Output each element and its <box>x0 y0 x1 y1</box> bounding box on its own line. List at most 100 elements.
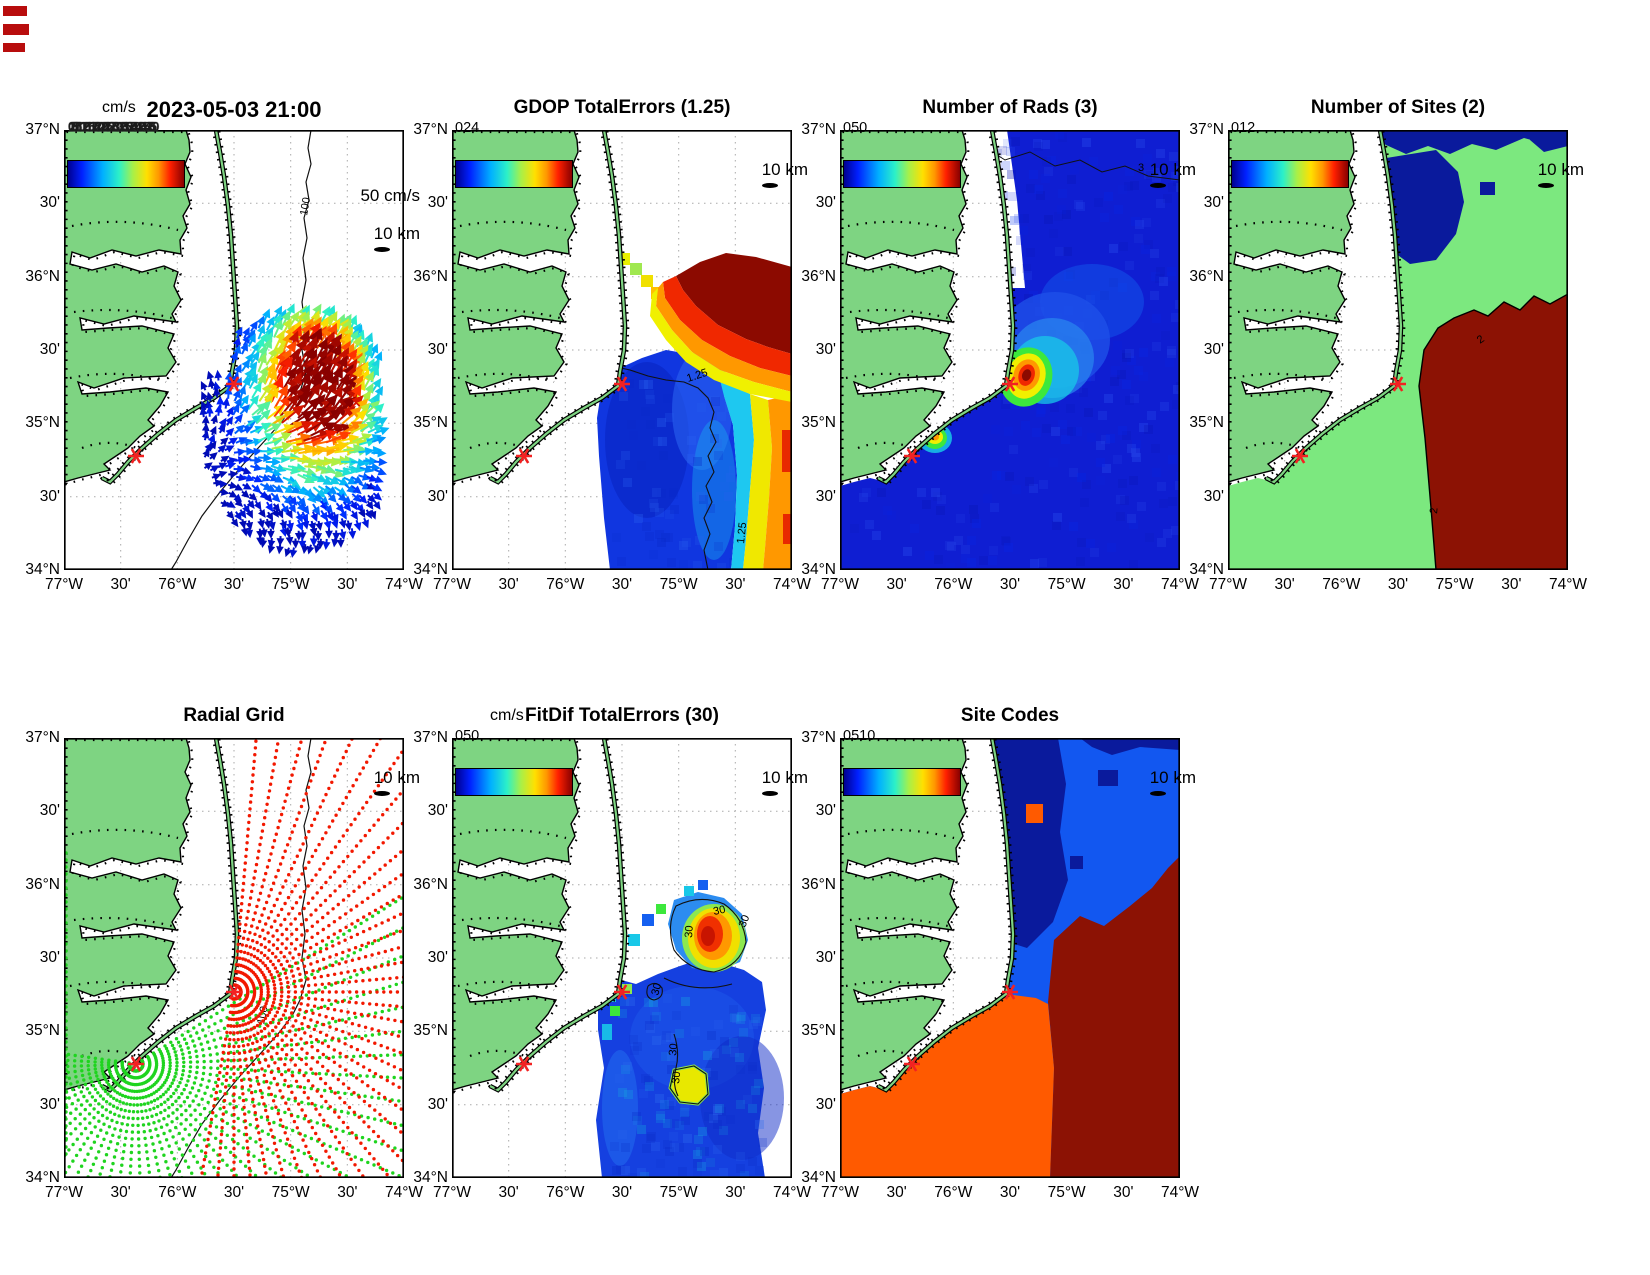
map-currents: 100 <box>64 130 404 570</box>
tick-label: 2 <box>463 120 472 136</box>
tick-label: 36°N <box>25 875 60 893</box>
longitude-axis: 77°W 30' 76°W 30' 75°W 30' 74°W <box>433 1180 811 1204</box>
map-radial-grid: 100 <box>64 738 404 1178</box>
tick-label: 35°N <box>25 414 60 432</box>
tick-label: 1 <box>1239 120 1248 136</box>
tick-label: 30' <box>999 1184 1021 1201</box>
tick-label: 30' <box>815 1095 836 1113</box>
tick-label: 30' <box>427 949 448 966</box>
map-scale: 10 km <box>678 160 808 188</box>
contour-label: 30 <box>683 925 696 938</box>
current-vector-field <box>199 303 390 558</box>
tick-label: 0 <box>843 728 852 744</box>
tick-label: 75°W <box>659 1184 698 1201</box>
tick-label: 75°W <box>1047 576 1086 593</box>
tick-label: 30' <box>815 341 836 358</box>
scale-bar <box>374 791 390 796</box>
tick-label: 37°N <box>801 121 836 138</box>
tick-label: 30' <box>1501 576 1522 593</box>
tick-label: 30' <box>39 1095 60 1113</box>
tick-label: 76°W <box>934 1184 973 1201</box>
latitude-axis: 37°N 30' 36°N 30' 35°N 30' 34°N <box>394 729 448 1186</box>
tick-label: 77°W <box>820 576 860 593</box>
radial-grid-red-dots <box>200 738 404 1178</box>
tick-label: 37°N <box>801 729 836 746</box>
panel-number-of-sites: Number of Sites (2) 2 2 012 10 km 37°N 30… <box>1189 97 1587 593</box>
scale-label: 10 km <box>1149 768 1196 787</box>
tick-label: 2 <box>1247 120 1256 136</box>
longitude-axis: 77°W 30' 76°W 30' 75°W 30' 74°W <box>821 1180 1199 1204</box>
contour-label: 3 <box>1138 162 1144 174</box>
scale-bar <box>1538 183 1554 188</box>
tick-label: 37°N <box>1189 121 1224 138</box>
latitude-axis: 37°N 30' 36°N 30' 35°N 30' 34°N <box>6 729 60 1186</box>
fitdif-heatmap <box>596 880 784 1178</box>
tick-label: 37°N <box>25 729 60 746</box>
map-number-of-rads: 3 <box>840 130 1180 570</box>
tick-label: 30' <box>337 576 358 593</box>
contour-label: 30 <box>737 913 753 929</box>
latitude-axis: 37°N 30' 36°N 30' 35°N 30' 34°N <box>394 121 448 578</box>
tick-label: 77°W <box>820 1184 860 1201</box>
longitude-axis: 77°W 30' 76°W 30' 75°W 30' 74°W <box>45 572 423 596</box>
tick-label: 30' <box>611 1184 633 1201</box>
tick-label: 34°N <box>801 561 836 578</box>
tick-label: 77°W <box>432 576 472 593</box>
tick-label: 36°N <box>413 267 448 285</box>
contour-label: 30 <box>670 1071 683 1084</box>
scale-bar <box>762 791 778 796</box>
tick-label: 77°W <box>44 576 84 593</box>
tick-label: 75°W <box>1047 1184 1086 1201</box>
colorbar-ticks: 050 <box>455 728 571 744</box>
tick-label: 30' <box>815 949 836 966</box>
corner-artifact-marks <box>3 6 27 16</box>
contour-label: 2 <box>1428 507 1440 514</box>
tick-label: 37°N <box>25 121 60 138</box>
tick-label: 34°N <box>413 561 448 578</box>
tick-label: 30' <box>110 576 131 593</box>
tick-label: 35°N <box>413 1022 448 1040</box>
tick-label: 74°W <box>384 576 424 593</box>
tick-label: 50 <box>851 120 868 136</box>
tick-label: 74°W <box>772 576 812 593</box>
colorbar-ticks: 0510 <box>843 728 959 744</box>
tick-label: 36°N <box>413 875 448 893</box>
contour-label: 30 <box>667 1043 680 1056</box>
tick-label: 0 <box>843 120 852 136</box>
tick-label: 30' <box>1113 576 1134 593</box>
tick-label: 30' <box>815 487 836 505</box>
tick-label: 30' <box>725 576 746 593</box>
tick-label: 76°W <box>546 1184 585 1201</box>
map-site-codes <box>840 738 1180 1178</box>
tick-label: 30' <box>886 1184 907 1201</box>
tick-label: 30' <box>1113 1184 1134 1201</box>
colorbar-tick-labels-overlapping: 0 2.5 5 7.5 10 12.5 15 17.5 20 22.5 25 2… <box>68 120 159 134</box>
scale-bar <box>762 183 778 188</box>
colorbar <box>1231 160 1349 188</box>
longitude-axis: 77°W 30' 76°W 30' 75°W 30' 74°W <box>45 1180 423 1204</box>
depth-contour-label: 100 <box>255 1005 271 1025</box>
tick-label: 30' <box>223 576 245 593</box>
panel-title: 2023-05-03 21:00 <box>146 97 322 122</box>
tick-label: 35°N <box>25 1022 60 1040</box>
panel-radial-grid: Radial Grid 100 10 km 37°N 30' 36°N 30' 35°N… <box>25 705 423 1201</box>
tick-label: 77°W <box>1208 576 1248 593</box>
panel-title: Number of Rads (3) <box>922 97 1098 118</box>
tick-label: 30' <box>886 576 907 593</box>
map-scale: 10 km <box>290 768 420 796</box>
tick-label: 36°N <box>1189 267 1224 285</box>
tick-label: 76°W <box>546 576 585 593</box>
tick-label: 77°W <box>432 1184 472 1201</box>
corner-artifact-marks <box>3 24 29 35</box>
tick-label: 30' <box>725 1184 746 1201</box>
tick-label: 30' <box>427 802 448 820</box>
tick-label: 75°W <box>659 576 698 593</box>
colorbar <box>455 768 573 796</box>
scale-label: 10 km <box>373 224 420 243</box>
tick-label: 30' <box>427 1095 448 1113</box>
tick-label: 36°N <box>801 267 836 285</box>
longitude-axis: 77°W 30' 76°W 30' 75°W 30' 74°W <box>1209 572 1587 596</box>
panel-gdop: GDOP TotalErrors (1.25) 1.25 1.25 <box>413 97 811 593</box>
tick-label: 30' <box>337 1184 358 1201</box>
map-scale: 10 km <box>290 224 420 252</box>
